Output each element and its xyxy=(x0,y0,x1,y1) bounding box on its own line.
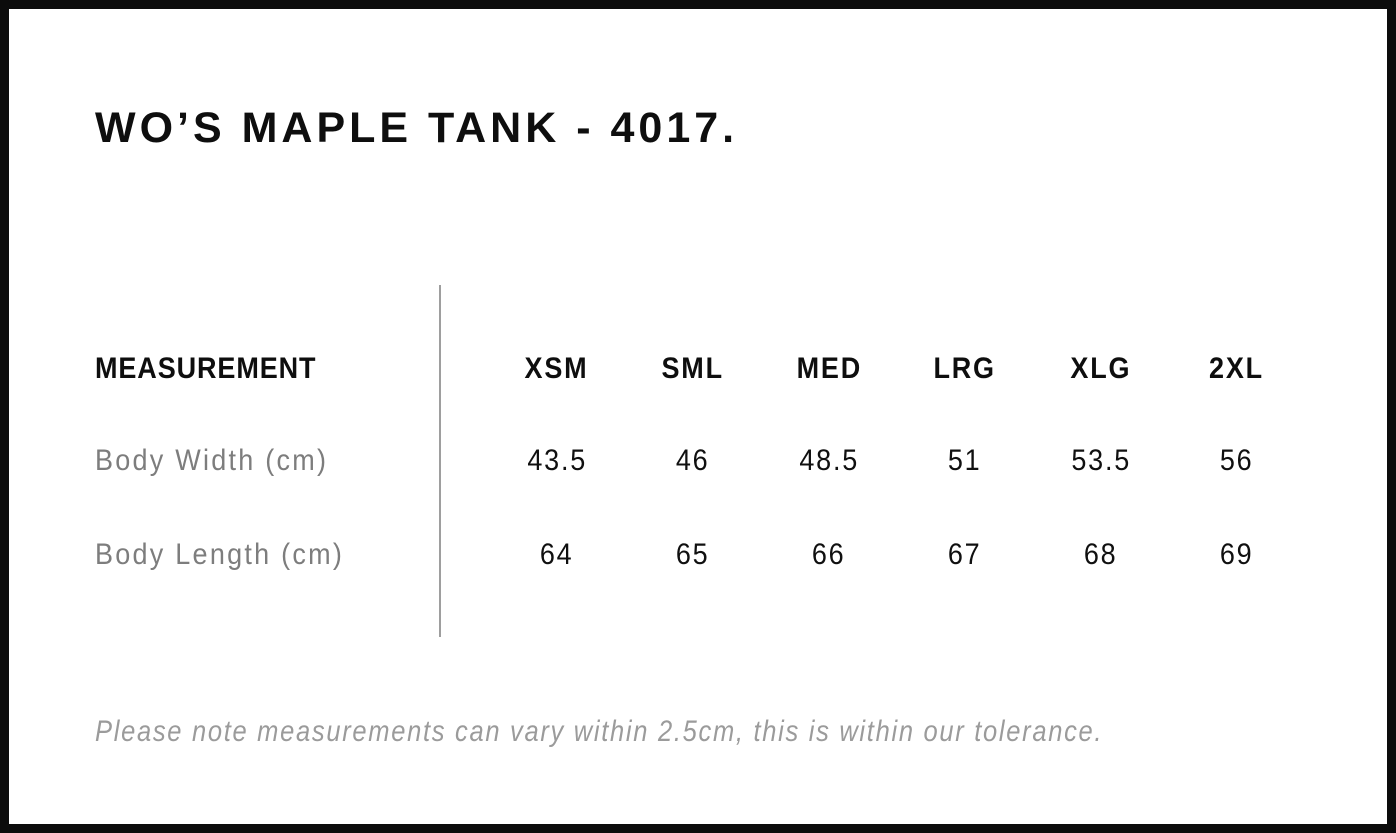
tolerance-note: Please note measurements can vary within… xyxy=(95,716,1281,748)
cell-value: 51 xyxy=(948,444,982,477)
body-length-cell-med: 66 xyxy=(761,539,897,576)
cell-value: 65 xyxy=(676,538,710,571)
size-column-header-lrg: LRG xyxy=(933,352,997,385)
size-column-header-sml: SML xyxy=(661,352,725,385)
body-width-cell-med: 48.5 xyxy=(761,445,897,482)
size-header-cell-2xl: 2XL xyxy=(1169,353,1305,390)
size-header-cell-xlg: XLG xyxy=(1033,353,1169,390)
size-header-cell-xsm: XSM xyxy=(489,353,625,390)
measurement-header-cell: MEASUREMENT xyxy=(95,353,489,390)
size-column-header-xsm: XSM xyxy=(525,352,589,385)
cell-value: 66 xyxy=(812,538,846,571)
table-header-row: MEASUREMENT XSM SML MED LRG XLG 2XL xyxy=(95,353,1305,385)
row-label-cell: Body Length (cm) xyxy=(95,539,489,576)
table-row-body-length: Body Length (cm) 64 65 66 67 68 69 xyxy=(95,539,1305,571)
size-table: MEASUREMENT XSM SML MED LRG XLG 2XL xyxy=(95,353,1305,571)
size-header-cell-med: MED xyxy=(761,353,897,390)
row-label-body-length: Body Length (cm) xyxy=(95,538,345,571)
cell-value: 68 xyxy=(1084,538,1118,571)
body-length-cell-lrg: 67 xyxy=(897,539,1033,576)
cell-value: 56 xyxy=(1220,444,1254,477)
size-column-header-xlg: XLG xyxy=(1070,352,1132,385)
size-header-cell-sml: SML xyxy=(625,353,761,390)
cell-value: 48.5 xyxy=(799,444,859,477)
body-width-cell-sml: 46 xyxy=(625,445,761,482)
cell-value: 64 xyxy=(540,538,574,571)
cell-value: 67 xyxy=(948,538,982,571)
cell-value: 69 xyxy=(1220,538,1254,571)
body-width-cell-xlg: 53.5 xyxy=(1033,445,1169,482)
body-width-cell-xsm: 43.5 xyxy=(489,445,625,482)
cell-value: 43.5 xyxy=(527,444,587,477)
body-length-cell-xsm: 64 xyxy=(489,539,625,576)
row-label-cell: Body Width (cm) xyxy=(95,445,489,482)
body-length-cell-xlg: 68 xyxy=(1033,539,1169,576)
measurement-column-header: MEASUREMENT xyxy=(95,352,317,385)
row-label-body-width: Body Width (cm) xyxy=(95,444,329,477)
body-length-cell-2xl: 69 xyxy=(1169,539,1305,576)
cell-value: 53.5 xyxy=(1071,444,1131,477)
body-width-cell-2xl: 56 xyxy=(1169,445,1305,482)
tolerance-note-text: Please note measurements can vary within… xyxy=(95,715,1104,748)
size-column-header-2xl: 2XL xyxy=(1209,352,1265,385)
body-width-cell-lrg: 51 xyxy=(897,445,1033,482)
vertical-divider xyxy=(439,285,441,637)
body-length-cell-sml: 65 xyxy=(625,539,761,576)
size-column-header-med: MED xyxy=(796,352,862,385)
cell-value: 46 xyxy=(676,444,710,477)
size-header-cell-lrg: LRG xyxy=(897,353,1033,390)
table-row-body-width: Body Width (cm) 43.5 46 48.5 51 53.5 56 xyxy=(95,445,1305,477)
page-title: WO’S MAPLE TANK - 4017. xyxy=(95,104,739,152)
